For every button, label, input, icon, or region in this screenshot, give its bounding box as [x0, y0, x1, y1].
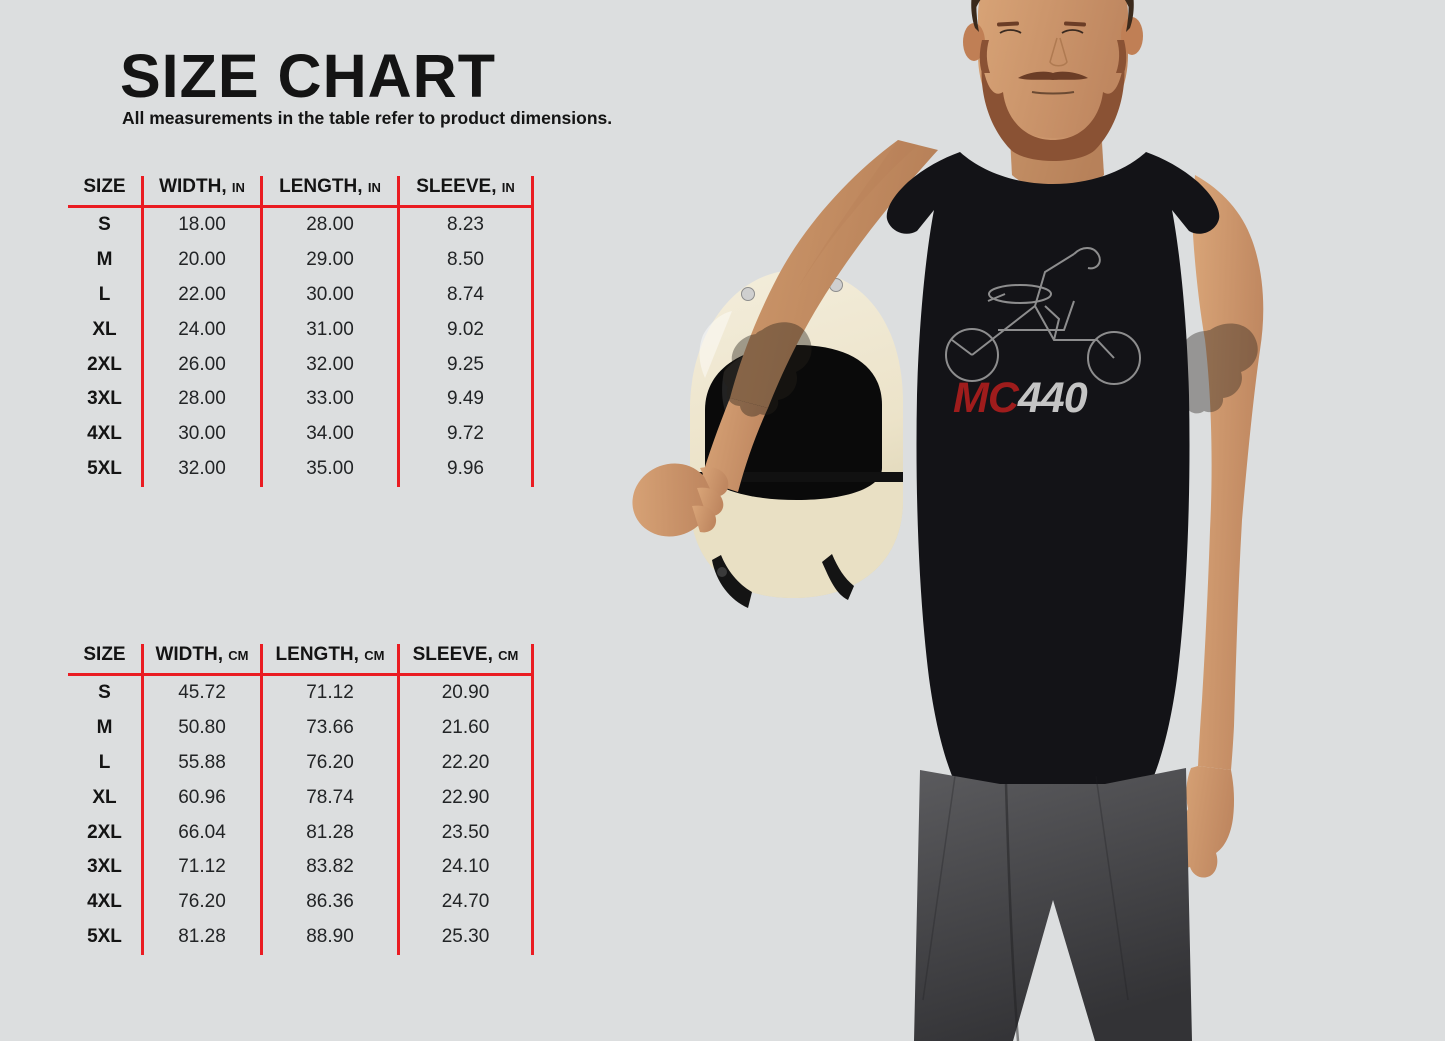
svg-text:MC440: MC440	[953, 374, 1088, 422]
